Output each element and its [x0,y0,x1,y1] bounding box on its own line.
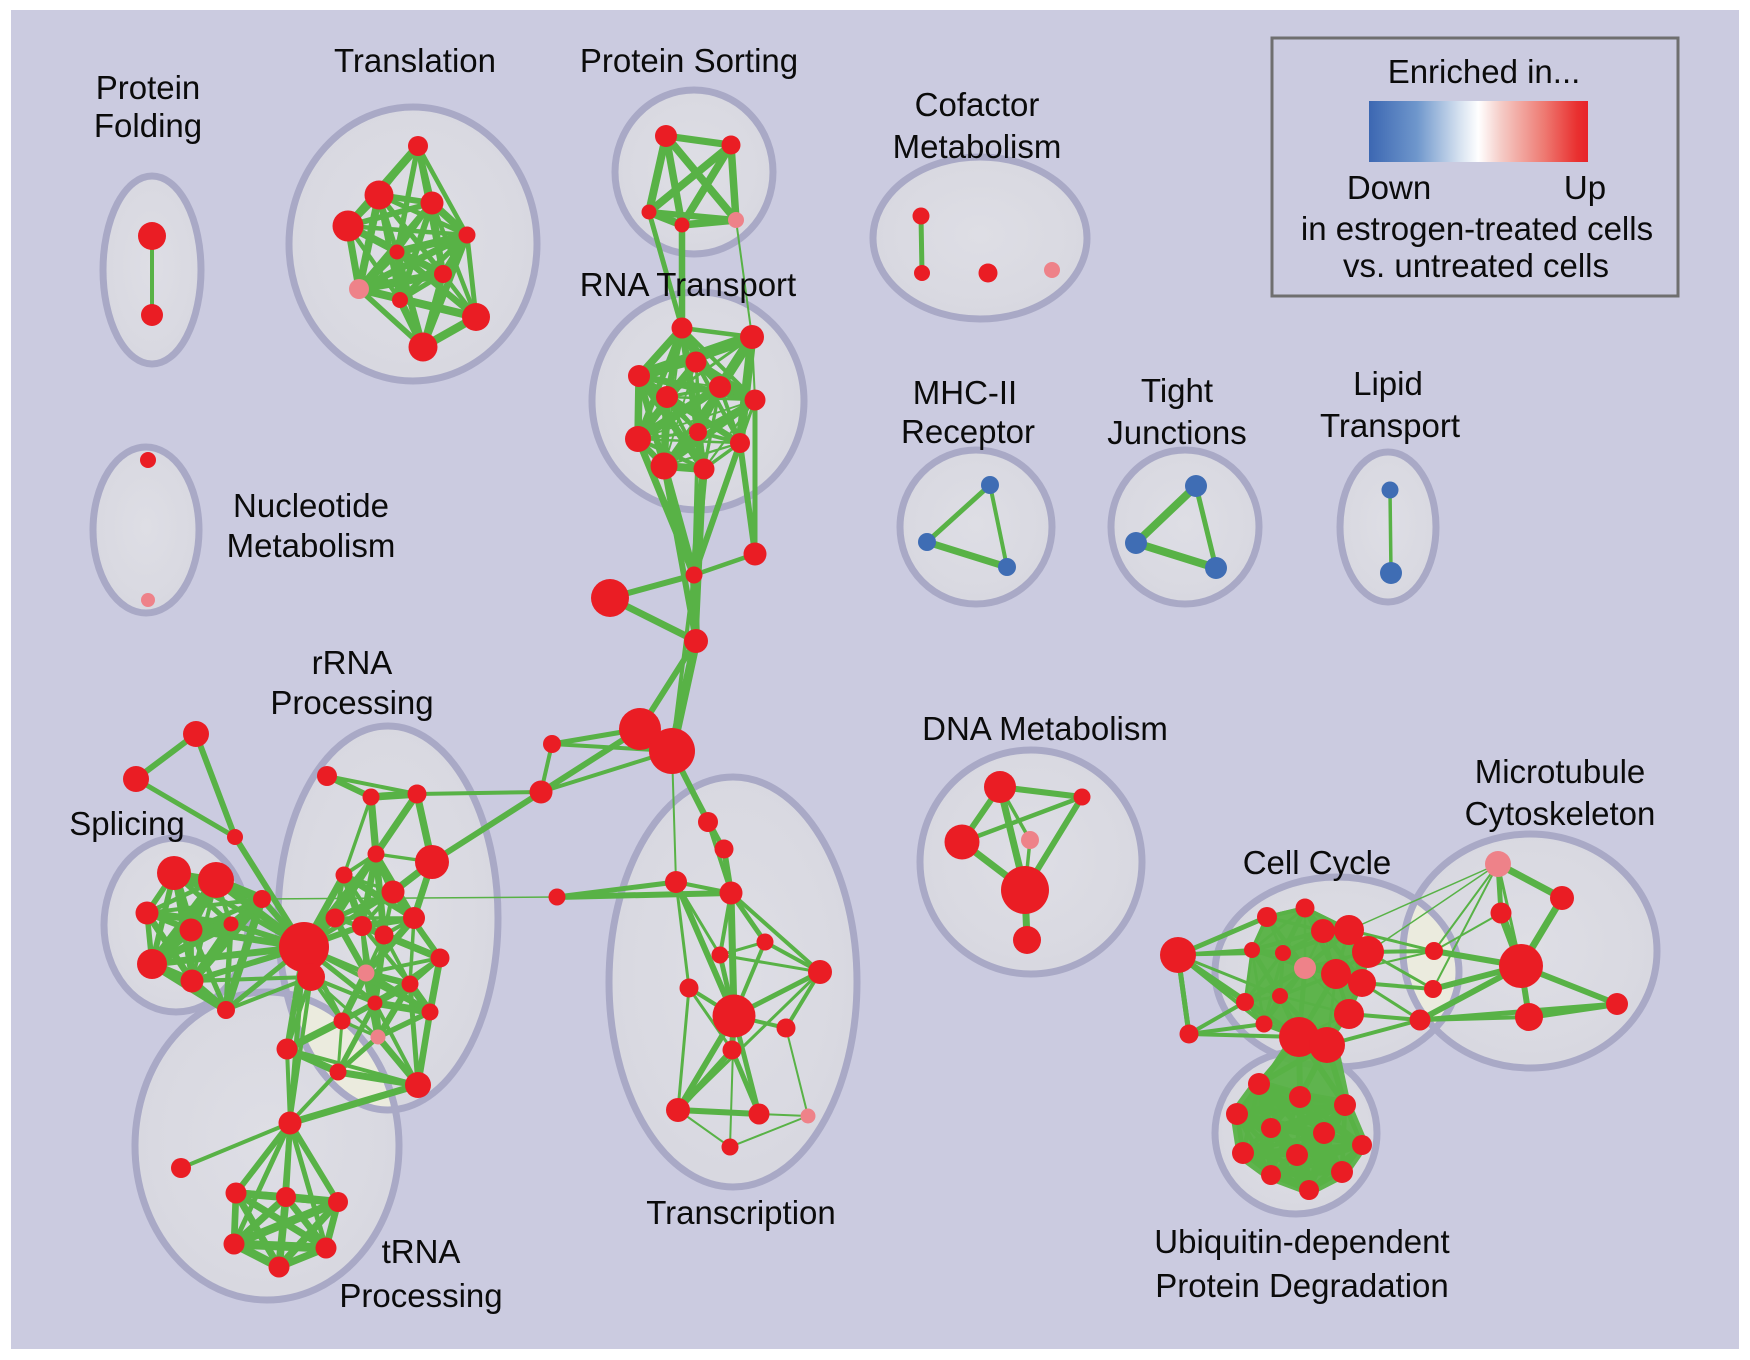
svg-text:vs. untreated cells: vs. untreated cells [1343,247,1609,284]
svg-text:Metabolism: Metabolism [893,128,1062,165]
svg-text:Lipid: Lipid [1353,365,1423,402]
svg-text:in estrogen-treated cells: in estrogen-treated cells [1301,210,1653,247]
svg-text:Protein Sorting: Protein Sorting [580,42,798,79]
svg-text:DNA Metabolism: DNA Metabolism [922,710,1168,747]
svg-text:Transport: Transport [1320,407,1460,444]
svg-text:Processing: Processing [339,1277,502,1314]
svg-text:Processing: Processing [270,684,433,721]
svg-text:Cytoskeleton: Cytoskeleton [1465,795,1656,832]
svg-text:Receptor: Receptor [901,413,1035,450]
svg-text:Down: Down [1347,169,1431,206]
svg-text:tRNA: tRNA [382,1233,461,1270]
svg-text:Folding: Folding [94,107,202,144]
svg-text:Cell Cycle: Cell Cycle [1243,844,1392,881]
svg-text:MHC-II: MHC-II [913,374,1017,411]
svg-text:Protein Degradation: Protein Degradation [1155,1267,1449,1304]
svg-text:Enriched in...: Enriched in... [1388,53,1581,90]
svg-text:Transcription: Transcription [646,1194,836,1231]
svg-text:RNA Transport: RNA Transport [580,266,796,303]
svg-text:Translation: Translation [334,42,496,79]
svg-text:rRNA: rRNA [312,644,393,681]
svg-text:Junctions: Junctions [1107,414,1246,451]
svg-text:Cofactor: Cofactor [915,86,1040,123]
svg-text:Metabolism: Metabolism [227,527,396,564]
svg-text:Up: Up [1564,169,1606,206]
svg-text:Protein: Protein [96,69,201,106]
svg-text:Microtubule: Microtubule [1475,753,1646,790]
svg-text:Ubiquitin-dependent: Ubiquitin-dependent [1154,1223,1449,1260]
svg-text:Nucleotide: Nucleotide [233,487,389,524]
svg-text:Tight: Tight [1141,372,1213,409]
svg-text:Splicing: Splicing [69,805,185,842]
